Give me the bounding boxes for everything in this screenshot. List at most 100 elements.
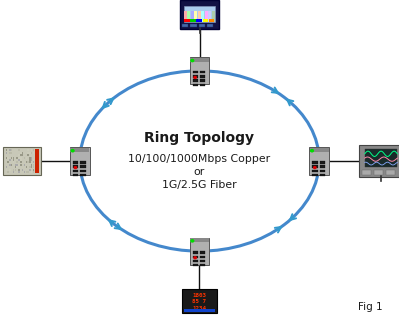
- Bar: [193, 264, 198, 266]
- Bar: [200, 75, 205, 78]
- FancyBboxPatch shape: [190, 238, 209, 265]
- Bar: [28, 171, 29, 173]
- FancyBboxPatch shape: [180, 0, 219, 29]
- Text: 1G/2.5G Fiber: 1G/2.5G Fiber: [162, 180, 237, 190]
- Bar: [203, 19, 208, 22]
- Bar: [24, 164, 25, 166]
- Bar: [365, 149, 397, 167]
- Bar: [193, 260, 198, 262]
- Text: 85 7: 85 7: [192, 299, 207, 304]
- Bar: [22, 154, 24, 156]
- Text: 1803: 1803: [192, 293, 207, 298]
- Bar: [9, 149, 11, 151]
- Bar: [16, 166, 18, 168]
- Circle shape: [191, 59, 194, 62]
- Bar: [312, 170, 318, 172]
- Bar: [200, 71, 205, 73]
- Bar: [18, 149, 20, 151]
- Bar: [20, 162, 22, 164]
- Bar: [33, 159, 34, 161]
- Bar: [6, 149, 7, 151]
- Bar: [33, 162, 34, 164]
- Bar: [310, 148, 329, 152]
- Bar: [190, 58, 209, 62]
- Bar: [31, 156, 32, 158]
- Bar: [20, 159, 22, 161]
- Text: Ring Topology: Ring Topology: [144, 131, 255, 146]
- Bar: [184, 309, 215, 312]
- Bar: [13, 156, 14, 158]
- Bar: [29, 162, 31, 164]
- Bar: [22, 169, 24, 171]
- Bar: [28, 152, 29, 154]
- Bar: [201, 11, 204, 22]
- Bar: [36, 154, 38, 156]
- Bar: [13, 169, 14, 171]
- Bar: [73, 174, 78, 176]
- Bar: [9, 164, 11, 166]
- Bar: [18, 159, 20, 161]
- Bar: [191, 11, 194, 22]
- Bar: [312, 161, 318, 164]
- Bar: [24, 156, 25, 158]
- Bar: [29, 156, 31, 158]
- Bar: [15, 164, 16, 166]
- Bar: [20, 164, 22, 166]
- Circle shape: [194, 257, 196, 259]
- Bar: [73, 161, 78, 164]
- Bar: [35, 156, 36, 158]
- Bar: [6, 169, 7, 171]
- Bar: [26, 171, 27, 173]
- Bar: [31, 159, 32, 161]
- Bar: [35, 162, 36, 164]
- Bar: [320, 174, 325, 176]
- Bar: [80, 161, 85, 164]
- Bar: [31, 171, 32, 173]
- Bar: [18, 156, 20, 158]
- Bar: [8, 171, 9, 173]
- Bar: [211, 11, 215, 22]
- Circle shape: [71, 149, 74, 152]
- Bar: [190, 238, 209, 242]
- Bar: [20, 156, 22, 158]
- Bar: [20, 152, 22, 154]
- Bar: [200, 80, 205, 82]
- Bar: [9, 159, 11, 161]
- Bar: [193, 84, 198, 86]
- Bar: [70, 148, 89, 152]
- Bar: [196, 19, 202, 22]
- Bar: [16, 156, 18, 158]
- Bar: [18, 169, 20, 171]
- Bar: [15, 166, 16, 168]
- Bar: [200, 251, 205, 254]
- Bar: [36, 152, 38, 154]
- Text: Fig 1: Fig 1: [358, 302, 383, 312]
- Bar: [190, 24, 197, 27]
- Circle shape: [314, 167, 316, 169]
- Bar: [80, 170, 85, 172]
- Bar: [198, 11, 201, 22]
- Bar: [6, 166, 7, 168]
- Bar: [200, 264, 205, 266]
- Bar: [11, 156, 12, 158]
- Bar: [35, 169, 36, 171]
- Bar: [26, 162, 27, 164]
- Bar: [28, 154, 29, 156]
- Bar: [193, 256, 198, 258]
- Bar: [16, 162, 18, 164]
- FancyBboxPatch shape: [70, 147, 90, 175]
- Bar: [193, 71, 198, 73]
- Bar: [6, 156, 7, 158]
- FancyBboxPatch shape: [182, 289, 217, 313]
- Bar: [320, 161, 325, 164]
- Bar: [26, 166, 27, 168]
- Bar: [29, 159, 31, 161]
- Bar: [80, 166, 85, 168]
- Bar: [22, 152, 24, 154]
- Bar: [374, 170, 383, 175]
- Bar: [73, 170, 78, 172]
- Bar: [35, 149, 39, 173]
- Bar: [312, 174, 318, 176]
- Text: 10/100/1000Mbps Copper: 10/100/1000Mbps Copper: [128, 154, 271, 165]
- Bar: [33, 171, 34, 173]
